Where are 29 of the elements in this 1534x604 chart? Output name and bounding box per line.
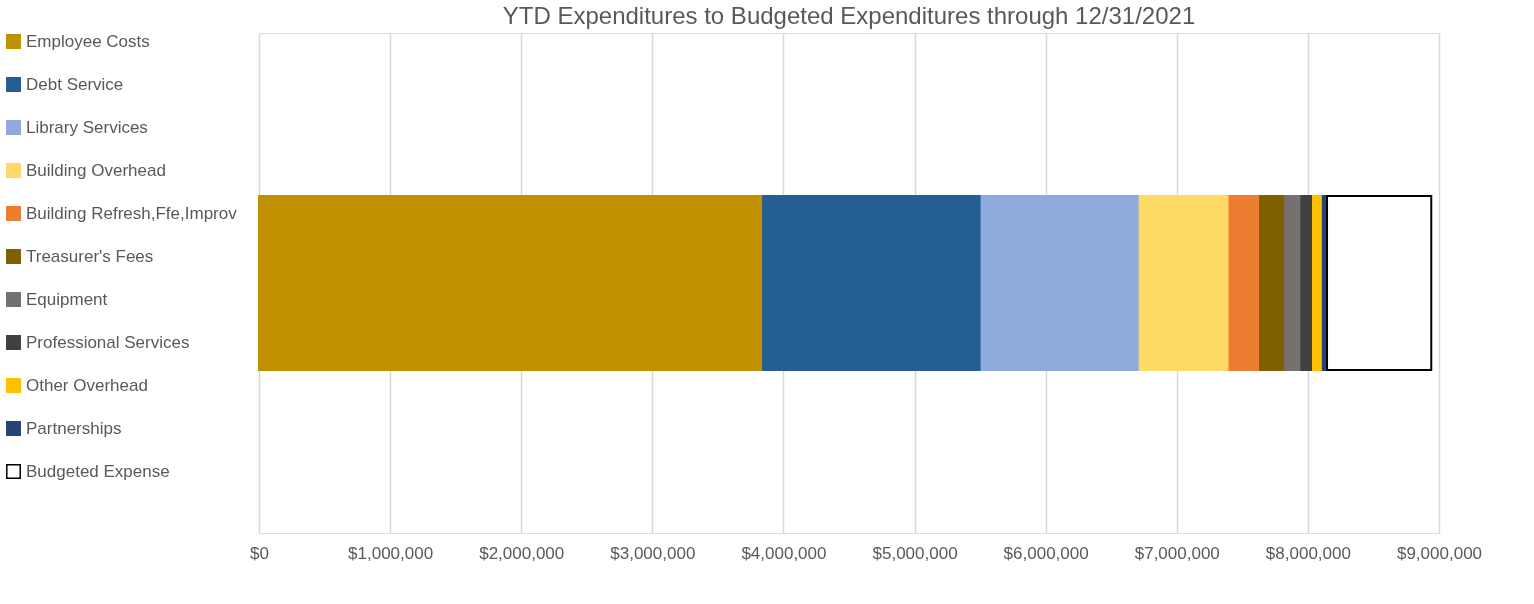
- bar: [258, 195, 765, 371]
- legend-label: Debt Service: [26, 74, 124, 94]
- legend-label: Employee Costs: [26, 31, 150, 51]
- legend-label: Equipment: [26, 289, 108, 309]
- x-tick-label: $5,000,000: [872, 543, 958, 563]
- legend-label: Building Overhead: [26, 160, 166, 180]
- x-tick-label: $4,000,000: [741, 543, 827, 563]
- legend-label: Library Services: [26, 117, 148, 137]
- bar: [762, 195, 983, 371]
- bar: [1228, 195, 1262, 371]
- legend-label: Budgeted Expense: [26, 461, 170, 481]
- legend-label: Building Refresh,Ffe,Improv: [26, 203, 238, 223]
- x-tick-label: $9,000,000: [1396, 543, 1483, 563]
- x-tick-label: $8,000,000: [1265, 543, 1351, 563]
- x-tick-label: $2,000,000: [479, 543, 565, 563]
- x-tick-label: $1,000,000: [348, 543, 434, 563]
- x-tick-label: $6,000,000: [1003, 543, 1089, 563]
- x-tick-label: $3,000,000: [610, 543, 696, 563]
- bar: [980, 195, 1141, 371]
- legend-label: Treasurer's Fees: [26, 246, 154, 266]
- chart-title: YTD Expenditures to Budgeted Expenditures through 12/31/2021: [502, 2, 1196, 29]
- bar: [1259, 195, 1287, 371]
- bar: [1138, 195, 1231, 371]
- legend-label: Partnerships: [26, 418, 122, 438]
- x-tick-label: $7,000,000: [1134, 543, 1220, 563]
- legend-label: Professional Services: [26, 332, 190, 352]
- bar: [1326, 195, 1433, 371]
- legend-label: Other Overhead: [26, 375, 148, 395]
- x-tick-label: $0: [250, 543, 269, 563]
